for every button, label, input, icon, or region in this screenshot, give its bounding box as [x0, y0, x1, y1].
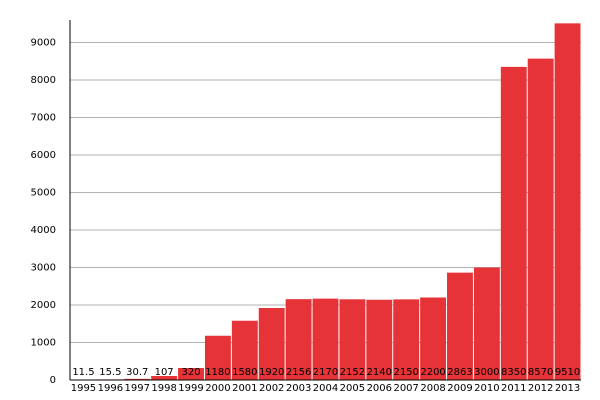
value-label: 9510 [555, 367, 580, 378]
value-label: 2156 [286, 367, 311, 378]
x-tick-label: 2000 [205, 383, 230, 394]
x-tick-label: 1998 [151, 383, 176, 394]
value-label: 8570 [528, 367, 553, 378]
y-tick-label: 3000 [31, 263, 56, 274]
value-label: 15.5 [99, 367, 121, 378]
x-tick-label: 2011 [501, 383, 526, 394]
y-tick-label: 6000 [31, 150, 56, 161]
bar [258, 308, 285, 380]
value-label: 8350 [501, 367, 526, 378]
value-label: 11.5 [72, 367, 94, 378]
bar [204, 335, 231, 380]
bar [285, 299, 312, 380]
x-tick-label: 2013 [555, 383, 580, 394]
value-label: 2150 [393, 367, 418, 378]
x-tick-label: 1997 [125, 383, 150, 394]
value-label: 1580 [232, 367, 257, 378]
x-tick-label: 2004 [313, 383, 338, 394]
bar [447, 272, 473, 380]
value-label: 2170 [313, 367, 338, 378]
y-tick-label: 1000 [31, 338, 56, 349]
x-tick-label: 2003 [286, 383, 311, 394]
x-tick-label: 1999 [178, 383, 203, 394]
bar [500, 66, 527, 380]
x-tick-label: 2010 [474, 383, 499, 394]
y-tick-label: 2000 [31, 300, 56, 311]
y-tick-label: 8000 [31, 75, 56, 86]
value-label: 1920 [259, 367, 284, 378]
bar [393, 299, 420, 380]
value-label: 2200 [420, 367, 445, 378]
value-label: 2140 [367, 367, 392, 378]
bar [231, 320, 258, 380]
value-label: 3000 [474, 367, 499, 378]
x-tick-label: 2005 [340, 383, 365, 394]
bar [366, 299, 393, 380]
x-tick-label: 2006 [367, 383, 392, 394]
x-tick-label: 2008 [420, 383, 445, 394]
bar [178, 368, 204, 380]
value-label: 2152 [340, 367, 365, 378]
value-label: 320 [181, 367, 200, 378]
bar [420, 297, 447, 380]
bar [151, 375, 178, 380]
value-label: 30.7 [126, 367, 148, 378]
x-tick-label: 1995 [71, 383, 96, 394]
y-tick-label: 0 [50, 375, 56, 386]
value-label: 2863 [447, 367, 472, 378]
bar [527, 58, 554, 380]
value-label: 107 [155, 367, 174, 378]
bar [312, 298, 339, 380]
bar [473, 267, 500, 380]
x-tick-label: 2002 [259, 383, 284, 394]
bar [339, 299, 366, 380]
x-tick-label: 2009 [447, 383, 472, 394]
bar [554, 23, 581, 380]
bar [124, 378, 151, 380]
x-tick-label: 2012 [528, 383, 553, 394]
y-tick-label: 7000 [31, 113, 56, 124]
y-tick-label: 9000 [31, 38, 56, 49]
y-tick-label: 5000 [31, 188, 56, 199]
x-tick-label: 2001 [232, 383, 257, 394]
x-tick-label: 2007 [393, 383, 418, 394]
y-tick-label: 4000 [31, 225, 56, 236]
x-tick-label: 1996 [98, 383, 123, 394]
value-label: 1180 [205, 367, 230, 378]
